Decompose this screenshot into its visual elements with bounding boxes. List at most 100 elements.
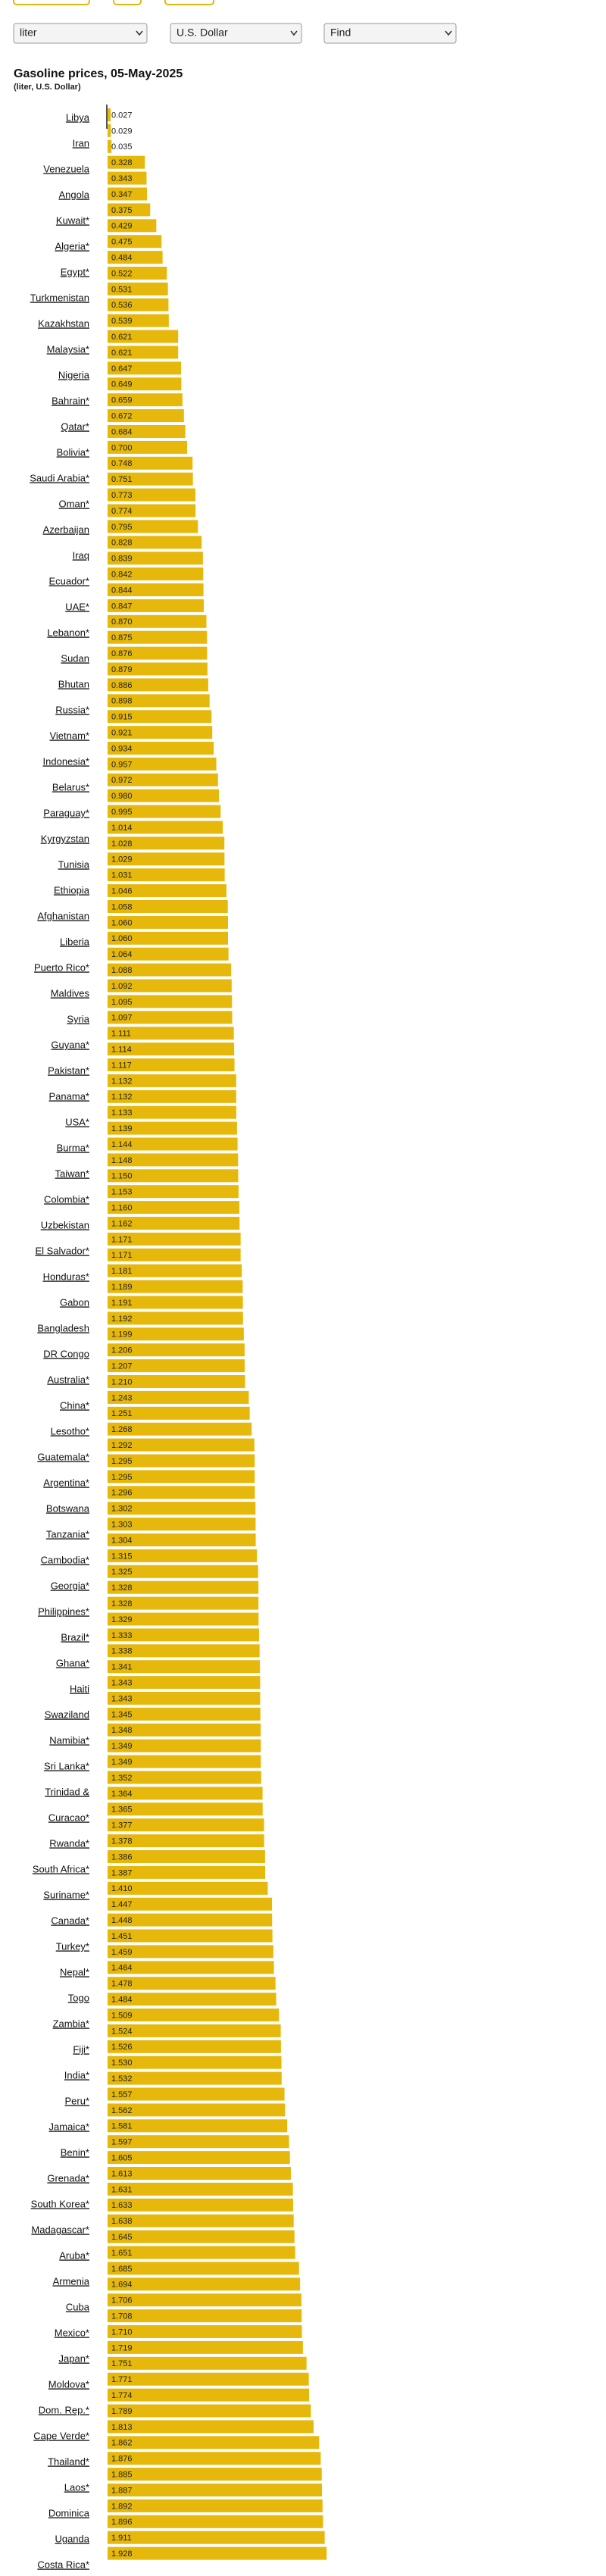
country-link[interactable]: Peru*: [64, 2095, 89, 2106]
country-link[interactable]: Brazil*: [61, 1631, 89, 1643]
country-link[interactable]: Bahrain*: [52, 395, 89, 406]
country-link[interactable]: Moldova*: [48, 2378, 89, 2390]
country-link[interactable]: Indonesia*: [43, 755, 89, 767]
country-link[interactable]: Sri Lanka*: [44, 1760, 89, 1771]
country-link[interactable]: Saudi Arabia*: [30, 472, 89, 483]
country-link[interactable]: South Africa*: [33, 1863, 89, 1874]
country-link[interactable]: Cape Verde*: [33, 2430, 89, 2441]
country-link[interactable]: Mexico*: [55, 2327, 89, 2338]
country-link[interactable]: Colombia*: [44, 1193, 89, 1205]
country-link[interactable]: Philippines*: [38, 1605, 89, 1617]
country-link[interactable]: Ghana*: [56, 1657, 89, 1668]
country-link[interactable]: Burma*: [57, 1142, 89, 1153]
country-link[interactable]: UAE*: [65, 601, 89, 612]
country-link[interactable]: Uganda: [55, 2533, 89, 2544]
country-link[interactable]: Libya: [66, 111, 90, 123]
select-box[interactable]: [323, 23, 457, 44]
country-link[interactable]: Panama*: [49, 1090, 89, 1102]
country-link[interactable]: Dominica: [48, 2507, 90, 2518]
country-link[interactable]: Ethiopia: [54, 884, 90, 896]
country-link[interactable]: Uzbekistan: [41, 1219, 89, 1230]
country-link[interactable]: Rwanda*: [49, 1837, 89, 1849]
country-link[interactable]: Cambodia*: [41, 1554, 89, 1565]
country-link[interactable]: Kyrgyzstan: [41, 833, 89, 844]
country-link[interactable]: Maldives: [51, 987, 90, 999]
country-link[interactable]: USA*: [65, 1116, 89, 1127]
country-link[interactable]: Iran: [73, 137, 89, 148]
top-button[interactable]: [164, 0, 214, 5]
country-link[interactable]: Liberia: [60, 936, 90, 947]
select-box[interactable]: [170, 23, 302, 44]
currency-select[interactable]: U.S. Dollar: [170, 23, 302, 44]
country-link[interactable]: Armenia: [53, 2275, 90, 2287]
top-button[interactable]: [13, 0, 90, 5]
country-link[interactable]: Canada*: [51, 1915, 89, 1926]
country-link[interactable]: Thailand*: [48, 2456, 89, 2467]
country-link[interactable]: Bangladesh: [37, 1322, 89, 1333]
select-box[interactable]: [13, 23, 148, 44]
country-link[interactable]: Australia*: [47, 1374, 89, 1385]
country-link[interactable]: Puerto Rico*: [34, 961, 89, 973]
country-link[interactable]: Turkey*: [56, 1940, 89, 1952]
country-link[interactable]: Haiti: [70, 1683, 89, 1694]
find-select[interactable]: Find: [323, 23, 457, 44]
country-link[interactable]: Lebanon*: [47, 627, 89, 638]
country-link[interactable]: Namibia*: [49, 1734, 89, 1746]
unit-select[interactable]: liter: [13, 23, 148, 44]
country-link[interactable]: Afghanistan: [37, 910, 89, 921]
country-link[interactable]: Tanzania*: [46, 1528, 89, 1540]
country-link[interactable]: Vietnam*: [49, 730, 89, 741]
country-link[interactable]: Guatemala*: [37, 1451, 89, 1462]
country-link[interactable]: Zambia*: [53, 2018, 89, 2029]
country-link[interactable]: El Salvador*: [35, 1245, 89, 1256]
country-link[interactable]: Iraq: [73, 549, 89, 561]
country-link[interactable]: Qatar*: [61, 420, 89, 432]
country-link[interactable]: Kazakhstan: [38, 317, 89, 329]
country-link[interactable]: Madagascar*: [31, 2224, 89, 2235]
country-link[interactable]: Guyana*: [51, 1039, 89, 1050]
country-link[interactable]: Cuba: [66, 2301, 90, 2312]
country-link[interactable]: Ecuador*: [49, 575, 89, 586]
top-button[interactable]: [113, 0, 142, 5]
country-link[interactable]: Bolivia*: [57, 446, 89, 458]
country-link[interactable]: Curacao*: [48, 1812, 89, 1823]
country-link[interactable]: Nepal*: [60, 1966, 89, 1977]
country-link[interactable]: Bhutan: [58, 678, 89, 689]
country-link[interactable]: Gabon: [60, 1296, 89, 1308]
country-link[interactable]: Lesotho*: [51, 1425, 89, 1436]
country-link[interactable]: Grenada*: [47, 2172, 89, 2184]
country-link[interactable]: Syria: [67, 1013, 89, 1024]
country-link[interactable]: Costa Rica*: [37, 2559, 89, 2570]
country-link[interactable]: South Korea*: [31, 2198, 89, 2209]
country-link[interactable]: Pakistan*: [48, 1064, 89, 1076]
country-link[interactable]: Belarus*: [52, 781, 89, 792]
country-link[interactable]: Dom. Rep.*: [39, 2404, 89, 2415]
country-link[interactable]: Paraguay*: [43, 807, 89, 818]
country-link[interactable]: Trinidad &: [45, 1786, 89, 1797]
country-link[interactable]: Egypt*: [61, 266, 89, 277]
country-link[interactable]: Kuwait*: [56, 214, 89, 226]
country-link[interactable]: Laos*: [64, 2481, 89, 2493]
country-link[interactable]: Aruba*: [59, 2249, 89, 2261]
country-link[interactable]: Jamaica*: [49, 2121, 89, 2132]
country-link[interactable]: Benin*: [61, 2146, 89, 2158]
country-link[interactable]: Sudan: [61, 652, 89, 664]
country-link[interactable]: Taiwan*: [55, 1168, 89, 1179]
country-link[interactable]: Togo: [68, 1992, 89, 2003]
country-link[interactable]: Malaysia*: [47, 343, 89, 355]
country-link[interactable]: Angola: [59, 189, 90, 200]
country-link[interactable]: Argentina*: [43, 1477, 89, 1488]
country-link[interactable]: Botswana: [46, 1502, 90, 1514]
country-link[interactable]: Fiji*: [73, 2043, 89, 2055]
country-link[interactable]: Venezuela: [43, 163, 89, 174]
country-link[interactable]: DR Congo: [43, 1348, 89, 1359]
country-link[interactable]: Swaziland: [45, 1708, 89, 1720]
country-link[interactable]: Nigeria: [58, 369, 90, 380]
country-link[interactable]: Japan*: [59, 2352, 89, 2364]
country-link[interactable]: Tunisia: [58, 858, 90, 870]
country-link[interactable]: Turkmenistan: [30, 292, 89, 303]
country-link[interactable]: Georgia*: [51, 1580, 89, 1591]
country-link[interactable]: Algeria*: [55, 240, 89, 252]
country-link[interactable]: Russia*: [55, 704, 89, 715]
country-link[interactable]: Azerbaijan: [43, 524, 89, 535]
